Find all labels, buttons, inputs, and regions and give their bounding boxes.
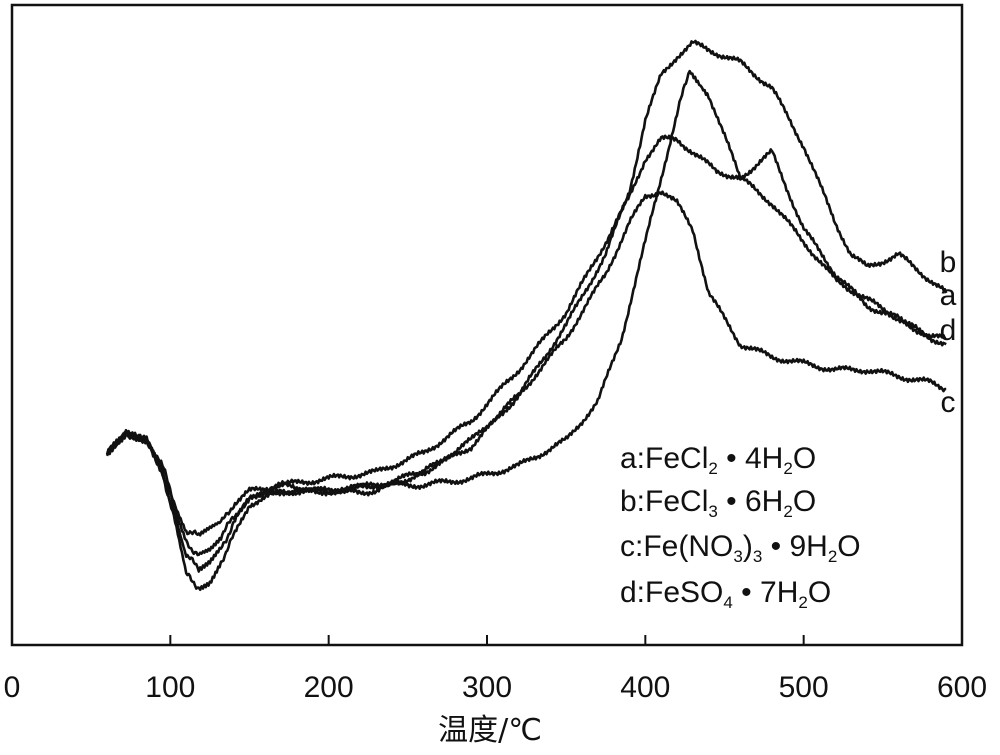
series-end-label-d: d: [940, 314, 957, 347]
x-tick-label: 0: [4, 671, 21, 704]
legend-text-part: 2: [798, 593, 807, 612]
series-end-label-a: a: [940, 279, 957, 312]
series-line-a: [105, 134, 947, 537]
series-line-c: [106, 69, 947, 591]
legend-text-part: O: [837, 530, 860, 563]
legend-text-part: 2: [828, 547, 837, 566]
legend-text-part: O: [793, 442, 816, 475]
legend-text-part: d:FeSO: [620, 576, 723, 609]
legend-text-part: 4: [723, 593, 732, 612]
legend-text-part: ): [743, 530, 753, 563]
legend-text-part: • 7H: [733, 576, 799, 609]
legend-text-part: • 6H: [718, 485, 784, 518]
legend-text-part: 2: [783, 459, 792, 478]
x-tick-label: 200: [304, 671, 354, 704]
legend-text-part: • 4H: [718, 442, 784, 475]
x-tick-label: 100: [145, 671, 195, 704]
legend-entry-d: d:FeSO4 • 7H2O: [620, 576, 831, 612]
legend-entry-b: b:FeCl3 • 6H2O: [620, 485, 816, 521]
x-axis: 0 100 200 300 400 500 600: [4, 635, 987, 704]
series-end-labels: ab c d: [940, 246, 957, 419]
x-tick-label: 400: [620, 671, 670, 704]
legend-text-part: c:Fe(NO: [620, 530, 733, 563]
x-tick-label: 300: [462, 671, 512, 704]
series-end-label-c: c: [941, 386, 956, 419]
legend-text-part: a:FeCl: [620, 442, 708, 475]
legend-text-part: 2: [708, 459, 717, 478]
x-tick-label: 500: [779, 671, 829, 704]
x-axis-title: 温度/℃: [438, 713, 542, 748]
legend-text-part: 2: [783, 502, 792, 521]
legend-text-part: O: [793, 485, 816, 518]
legend-text-part: O: [808, 576, 831, 609]
series-line-b: [106, 39, 948, 573]
legend-entry-c: c:Fe(NO3)3 • 9H2O: [620, 530, 861, 566]
legend-text-part: 3: [733, 547, 742, 566]
legend-text-part: b:FeCl: [620, 485, 708, 518]
x-tick-label: 600: [937, 671, 987, 704]
legend-text-part: 3: [753, 547, 762, 566]
legend-text-part: • 9H: [762, 530, 828, 563]
series-line-d: [105, 190, 947, 557]
series-layer: [105, 39, 948, 591]
legend-entry-a: a:FeCl2 • 4H2O: [620, 442, 816, 478]
series-end-label-b: b: [940, 246, 957, 279]
legend-text-part: 3: [708, 502, 717, 521]
